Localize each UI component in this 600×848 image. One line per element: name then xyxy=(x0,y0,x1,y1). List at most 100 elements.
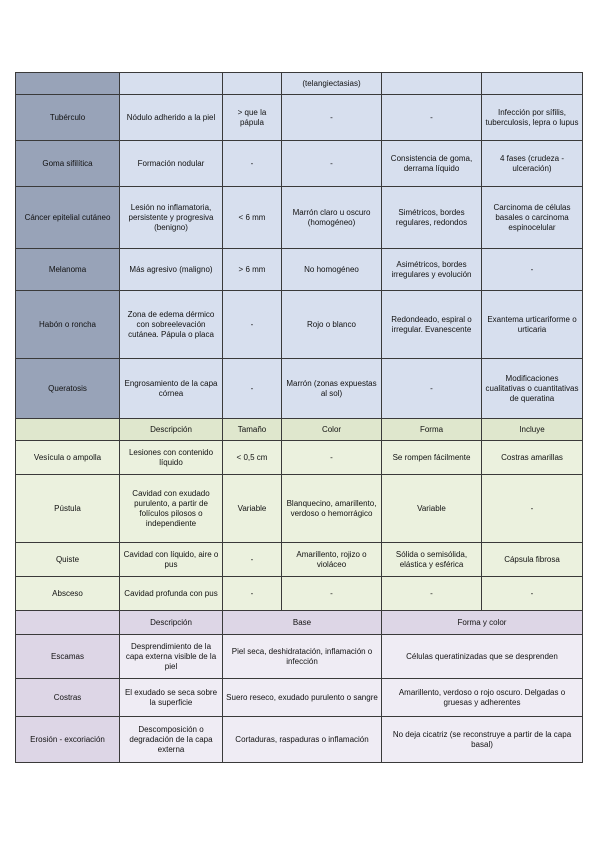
table-cell: - xyxy=(381,94,482,141)
row-label: Tubérculo xyxy=(15,94,120,141)
table-cell: Células queratinizadas que se desprenden xyxy=(381,634,583,679)
row-label: Escamas xyxy=(15,634,120,679)
table-cell: Formación nodular xyxy=(119,140,223,187)
table-cell: - xyxy=(281,140,382,187)
table-cell: Descomposición o degradación de la capa … xyxy=(119,716,223,763)
table-cell: - xyxy=(222,576,282,611)
table-cell xyxy=(381,72,482,95)
row-label: Habón o roncha xyxy=(15,290,120,359)
row-label: Melanoma xyxy=(15,248,120,291)
table-cell: - xyxy=(281,440,382,475)
lesions-table: (telangiectasias) Tubérculo Nódulo adherid… xyxy=(15,72,583,763)
table-cell: - xyxy=(481,576,583,611)
table-row: Erosión - excoriación Descomposición o de… xyxy=(15,716,583,763)
table-cell: Asimétricos, bordes irregulares y evoluc… xyxy=(381,248,482,291)
table-cell: Marrón claro u oscuro (homogéneo) xyxy=(281,186,382,249)
table-cell: - xyxy=(281,94,382,141)
table-cell: Lesiones con contenido líquido xyxy=(119,440,223,475)
table-row: Tubérculo Nódulo adherido a la piel > que … xyxy=(15,94,583,141)
table-cell: - xyxy=(281,576,382,611)
table-row: Queratosis Engrosamiento de la capa córne… xyxy=(15,358,583,419)
row-label: Queratosis xyxy=(15,358,120,419)
table-cell: - xyxy=(381,358,482,419)
table-cell: Piel seca, deshidratación, inflamación o… xyxy=(222,634,382,679)
table-cell: Absceso xyxy=(15,576,120,611)
table-cell: - xyxy=(381,576,482,611)
table-cell: Variable xyxy=(222,474,282,543)
table-cell: Simétricos, bordes regulares, redondos xyxy=(381,186,482,249)
table-cell: > que la pápula xyxy=(222,94,282,141)
table-cell: Se rompen fácilmente xyxy=(381,440,482,475)
table-cell: < 0,5 cm xyxy=(222,440,282,475)
table-cell: (telangiectasias) xyxy=(281,72,382,95)
table-row: Costras El exudado se seca sobre la super… xyxy=(15,678,583,717)
table-cell: < 6 mm xyxy=(222,186,282,249)
table-cell: Base xyxy=(222,610,382,635)
table-cell: - xyxy=(222,140,282,187)
table-row: Goma sifilítica Formación nodular - - Consis… xyxy=(15,140,583,187)
table-cell: Modificaciones cualitativas o cuantitati… xyxy=(481,358,583,419)
table-row: Pústula Cavidad con exudado purulento, a … xyxy=(15,474,583,543)
table-cell: Amarillento, verdoso o rojo oscuro. Delg… xyxy=(381,678,583,717)
table-cell: Color xyxy=(281,418,382,441)
table-cell: El exudado se seca sobre la superficie xyxy=(119,678,223,717)
table-row: (telangiectasias) xyxy=(15,72,583,95)
header-row: Descripción Tamaño Color Forma Incluye xyxy=(15,418,583,441)
table-cell: Rojo o blanco xyxy=(281,290,382,359)
table-cell: - xyxy=(222,358,282,419)
table-cell: - xyxy=(222,542,282,577)
row-label: Goma sifilítica xyxy=(15,140,120,187)
table-cell: Forma xyxy=(381,418,482,441)
table-cell: Tamaño xyxy=(222,418,282,441)
row-label: Erosión - excoriación xyxy=(15,716,120,763)
table-cell xyxy=(15,610,120,635)
table-row: Vesícula o ampolla Lesiones con contenido… xyxy=(15,440,583,475)
table-cell: Incluye xyxy=(481,418,583,441)
table-cell: Cavidad con exudado purulento, a partir … xyxy=(119,474,223,543)
table-cell: Cavidad con líquido, aire o pus xyxy=(119,542,223,577)
table-cell: Desprendimiento de la capa externa visib… xyxy=(119,634,223,679)
table-cell: Cortaduras, raspaduras o inflamación xyxy=(222,716,382,763)
table-cell: No deja cicatriz (se reconstruye a parti… xyxy=(381,716,583,763)
row-label: Cáncer epitelial cutáneo xyxy=(15,186,120,249)
table-cell: Pústula xyxy=(15,474,120,543)
table-cell: - xyxy=(222,290,282,359)
table-cell: Cavidad profunda con pus xyxy=(119,576,223,611)
table-cell: Suero reseco, exudado purulento o sangre xyxy=(222,678,382,717)
table-cell: Infección por sífilis, tuberculosis, lep… xyxy=(481,94,583,141)
table-cell: Amarillento, rojizo o violáceo xyxy=(281,542,382,577)
table-row: Absceso Cavidad profunda con pus - - - - xyxy=(15,576,583,611)
table-cell: No homogéneo xyxy=(281,248,382,291)
table-cell: Exantema urticariforme o urticaria xyxy=(481,290,583,359)
table-cell: Engrosamiento de la capa córnea xyxy=(119,358,223,419)
table-cell: > 6 mm xyxy=(222,248,282,291)
table-row: Melanoma Más agresivo (maligno) > 6 mm No h… xyxy=(15,248,583,291)
table-cell: Lesión no inflamatoria, persistente y pr… xyxy=(119,186,223,249)
table-cell xyxy=(222,72,282,95)
table-row: Cáncer epitelial cutáneo Lesión no inflam… xyxy=(15,186,583,249)
table-cell: Costras amarillas xyxy=(481,440,583,475)
table-row: Escamas Desprendimiento de la capa extern… xyxy=(15,634,583,679)
table-cell: - xyxy=(481,248,583,291)
table-cell: Blanquecino, amarillento, verdoso o hemo… xyxy=(281,474,382,543)
table-cell: Forma y color xyxy=(381,610,583,635)
table-cell: Marrón (zonas expuestas al sol) xyxy=(281,358,382,419)
table-cell: Cápsula fibrosa xyxy=(481,542,583,577)
table-cell: Redondeado, espiral o irregular. Evanesc… xyxy=(381,290,482,359)
table-cell: Descripción xyxy=(119,418,223,441)
table-cell xyxy=(119,72,223,95)
table-cell: Quiste xyxy=(15,542,120,577)
header-row: Descripción Base Forma y color xyxy=(15,610,583,635)
table-cell: Más agresivo (maligno) xyxy=(119,248,223,291)
table-cell: 4 fases (crudeza - ulceración) xyxy=(481,140,583,187)
table-cell: Variable xyxy=(381,474,482,543)
row-label xyxy=(15,72,120,95)
table-cell: Zona de edema dérmico con sobreelevación… xyxy=(119,290,223,359)
table-cell: Nódulo adherido a la piel xyxy=(119,94,223,141)
table-cell: Sólida o semisólida, elástica y esférica xyxy=(381,542,482,577)
table-row: Habón o roncha Zona de edema dérmico con … xyxy=(15,290,583,359)
table-row: Quiste Cavidad con líquido, aire o pus - Am… xyxy=(15,542,583,577)
table-cell: Vesícula o ampolla xyxy=(15,440,120,475)
table-cell: - xyxy=(481,474,583,543)
header-cell-empty xyxy=(15,418,120,441)
